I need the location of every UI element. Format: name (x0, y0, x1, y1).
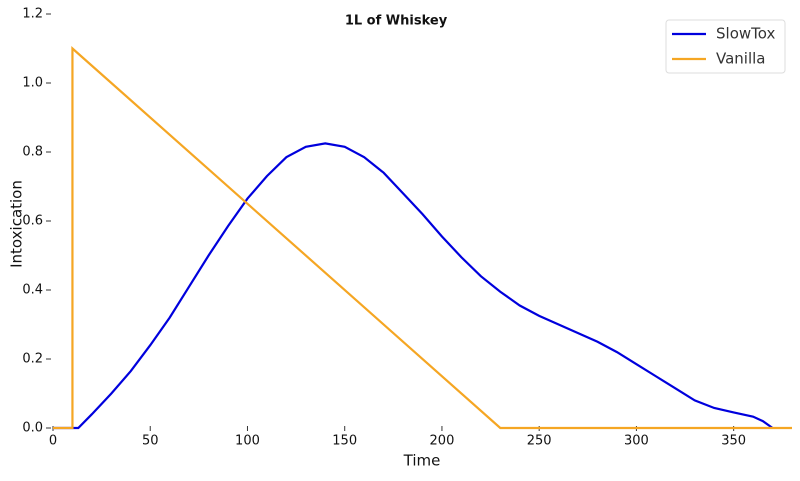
y-tick-label: 1.2 (22, 7, 43, 22)
y-tick-label: 0.4 (22, 283, 43, 298)
y-tick-label: 0.2 (22, 352, 43, 367)
line (53, 142, 774, 430)
y-axis-label: Intoxication (8, 180, 26, 268)
x-tick-label: 50 (142, 434, 159, 449)
y-tick-label: 0.8 (22, 145, 43, 160)
x-tick-label: 150 (332, 434, 357, 449)
x-tick-label: 350 (721, 434, 746, 449)
x-tick-label: 0 (49, 434, 57, 449)
chart-title: 1L of Whiskey (345, 14, 448, 29)
x-tick-label: 100 (235, 434, 260, 449)
legend-label: SlowTox (716, 25, 775, 43)
y-tick-label: 0.0 (22, 421, 43, 436)
legend-label: Vanilla (716, 50, 766, 68)
legend: SlowTox Vanilla (665, 19, 786, 74)
x-axis-label: Time (403, 452, 441, 470)
x-tick-label: 250 (527, 434, 552, 449)
x-tick-label: 200 (430, 434, 455, 449)
y-tick-label: 1.0 (22, 76, 43, 91)
x-tick-label: 300 (624, 434, 649, 449)
line (53, 46, 792, 430)
y-tick-label: 0.6 (22, 214, 43, 229)
